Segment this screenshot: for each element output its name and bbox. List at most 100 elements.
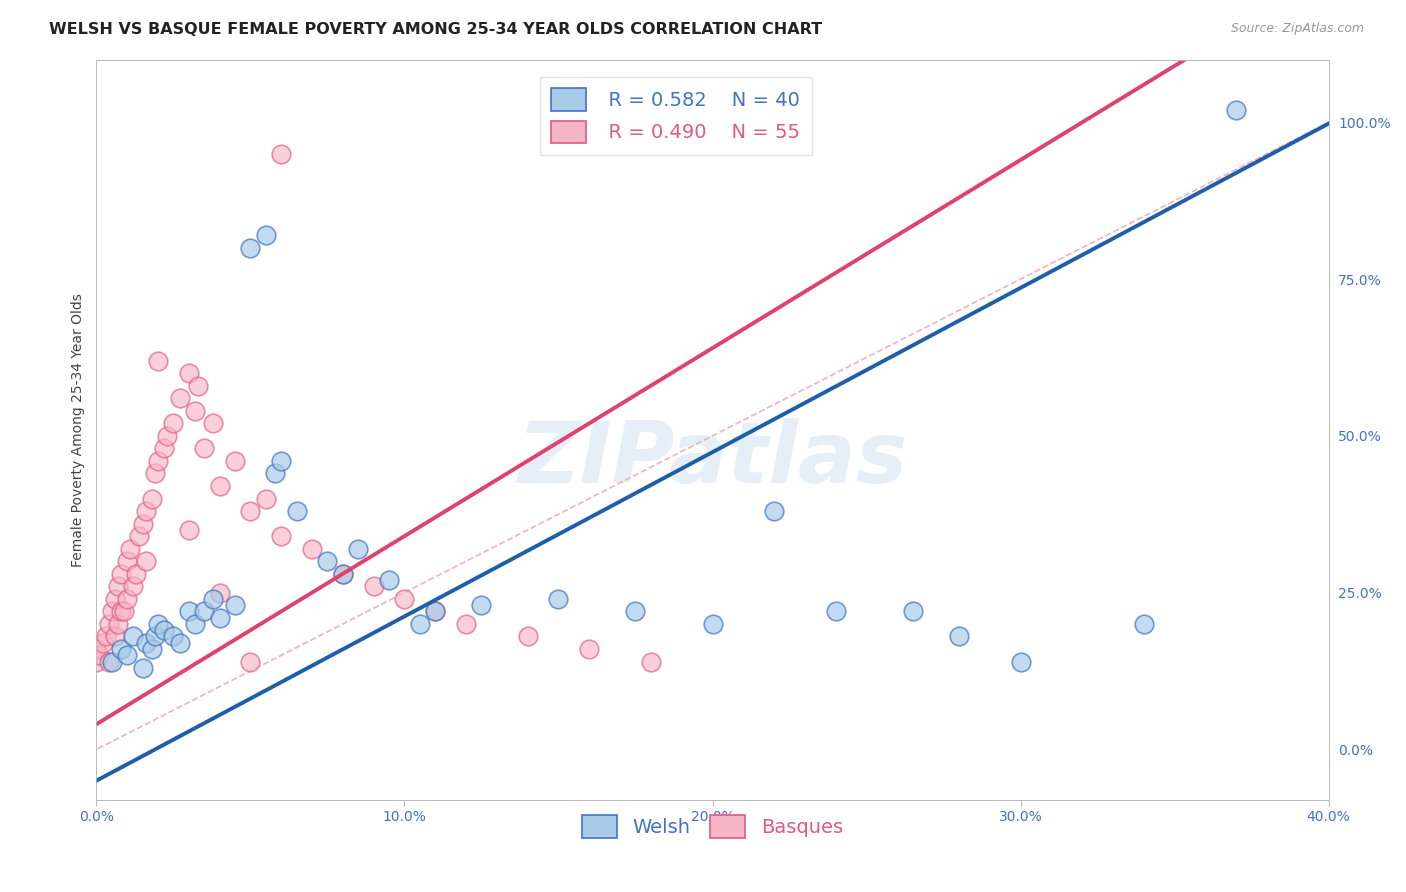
Point [135,504,157,518]
Point [425,604,447,618]
Y-axis label: Female Poverty Among 25-34 Year Olds: Female Poverty Among 25-34 Year Olds [72,293,86,566]
Point [153,442,176,456]
Point [146,616,169,631]
Point [107,579,129,593]
Point [128,529,150,543]
Text: ZIPatlas: ZIPatlas [517,417,908,500]
Point [285,504,308,518]
Point [141,491,163,506]
Point [177,523,200,537]
Point [94,630,117,644]
Point [115,591,138,606]
Point [131,661,153,675]
Point [187,378,209,392]
Point [316,554,339,568]
Point [104,591,127,606]
Point [270,146,292,161]
Point [135,554,157,568]
Point [156,429,179,443]
Text: WELSH VS BASQUE FEMALE POVERTY AMONG 25-34 YEAR OLDS CORRELATION CHART: WELSH VS BASQUE FEMALE POVERTY AMONG 25-… [49,22,823,37]
Point [239,241,262,255]
Point [1225,103,1247,117]
Point [86,642,108,657]
Point [516,630,538,644]
Point [901,604,924,618]
Point [224,598,246,612]
Point [347,541,370,556]
Point [239,504,262,518]
Point [264,467,287,481]
Point [100,604,122,618]
Point [97,655,120,669]
Point [824,604,846,618]
Point [122,579,145,593]
Point [141,642,163,657]
Point [177,604,200,618]
Point [394,591,416,606]
Point [112,604,135,618]
Point [169,636,191,650]
Point [301,541,323,556]
Point [409,616,432,631]
Point [143,630,166,644]
Point [208,610,231,624]
Point [948,630,970,644]
Point [193,442,215,456]
Point [162,417,184,431]
Point [332,566,354,581]
Point [202,591,225,606]
Text: Source: ZipAtlas.com: Source: ZipAtlas.com [1230,22,1364,36]
Point [378,573,401,587]
Point [254,228,277,243]
Point [104,630,127,644]
Point [193,604,215,618]
Point [110,604,132,618]
Point [177,366,200,380]
Point [125,566,148,581]
Point [110,642,132,657]
Point [184,616,207,631]
Point [239,655,262,669]
Point [131,516,153,531]
Point [162,630,184,644]
Point [624,604,647,618]
Point [454,616,477,631]
Point [270,454,292,468]
Point [332,566,354,581]
Point [146,353,169,368]
Point [89,648,111,663]
Point [202,417,225,431]
Point [578,642,600,657]
Point [254,491,277,506]
Point [184,403,207,417]
Point [208,585,231,599]
Point [153,624,176,638]
Point [100,655,122,669]
Point [97,616,120,631]
Point [640,655,662,669]
Point [169,391,191,405]
Point [763,504,786,518]
Point [425,604,447,618]
Point [146,454,169,468]
Point [224,454,246,468]
Point [270,529,292,543]
Point [91,636,114,650]
Point [208,479,231,493]
Point [115,648,138,663]
Point [1133,616,1156,631]
Point [363,579,385,593]
Point [1010,655,1032,669]
Point [120,541,142,556]
Legend: Welsh, Basques: Welsh, Basques [575,807,851,846]
Point [470,598,492,612]
Point [143,467,166,481]
Point [135,636,157,650]
Point [115,554,138,568]
Point [107,616,129,631]
Point [86,655,108,669]
Point [122,630,145,644]
Point [702,616,724,631]
Point [110,566,132,581]
Point [547,591,569,606]
